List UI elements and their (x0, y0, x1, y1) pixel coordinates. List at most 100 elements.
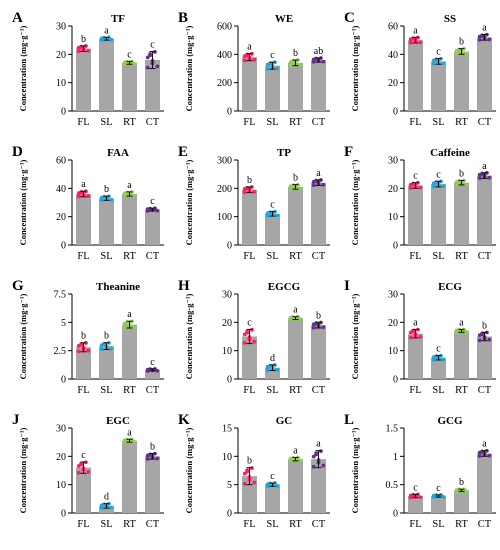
significance-label: b (293, 48, 298, 59)
data-point (431, 62, 436, 66)
data-point (275, 66, 280, 71)
x-tick-label: CT (478, 385, 492, 396)
data-point (431, 357, 436, 362)
x-tick-label: RT (455, 251, 468, 262)
data-point (245, 469, 250, 474)
data-point (321, 325, 326, 330)
data-point (132, 325, 137, 330)
y-tick-label: 0 (227, 241, 232, 252)
significance-label: a (81, 179, 86, 190)
significance-label: a (104, 25, 109, 36)
significance-label: c (436, 47, 441, 58)
y-tick-label: 5 (61, 318, 66, 329)
bar (145, 456, 160, 513)
x-tick-label: RT (289, 251, 302, 262)
significance-label: c (150, 40, 155, 51)
x-tick-label: FL (409, 385, 421, 396)
x-tick-label: CT (478, 519, 492, 530)
y-tick-label: 5 (227, 480, 232, 491)
data-point (487, 37, 492, 42)
y-tick-label: 20 (222, 318, 232, 329)
data-point (441, 357, 446, 362)
data-point (86, 194, 91, 199)
bar (408, 496, 423, 513)
bar (431, 61, 446, 111)
data-point (265, 368, 270, 373)
panel-title: TP (277, 147, 291, 159)
y-tick-label: 0 (393, 107, 398, 118)
data-point (477, 454, 482, 458)
data-point (480, 332, 484, 337)
data-point (275, 484, 280, 488)
x-tick-label: FL (77, 519, 89, 530)
data-point (298, 458, 303, 463)
significance-label: c (81, 450, 86, 461)
significance-label: c (270, 200, 275, 211)
significance-label: ab (314, 46, 323, 57)
y-tick-label: 0.5 (386, 480, 399, 491)
panel-c: C SS Concentration (mg·g⁻¹) 0 20 40 60 a FL c SL b R… (344, 10, 496, 128)
bar (265, 65, 280, 111)
significance-label: c (270, 471, 275, 482)
bar (145, 60, 160, 111)
y-tick-label: 30 (56, 424, 66, 435)
y-tick-label: 10 (56, 480, 66, 491)
x-tick-label: RT (123, 385, 136, 396)
y-axis-label: Concentration (mg·g⁻¹) (184, 294, 194, 380)
panel-title: GC (276, 415, 293, 427)
panel-j: J EGC Concentration (mg·g⁻¹) 0 10 20 30 c FL d SL a… (12, 412, 164, 530)
y-tick-label: 20 (388, 78, 398, 89)
y-tick-label: 2.5 (54, 346, 67, 357)
y-tick-label: 300 (217, 156, 232, 167)
data-point (145, 456, 150, 461)
x-tick-label: CT (146, 251, 160, 262)
data-point (132, 61, 137, 66)
significance-label: a (413, 317, 418, 328)
significance-label: b (81, 34, 86, 45)
data-point (102, 342, 106, 347)
y-tick-label: 100 (217, 212, 232, 223)
x-tick-label: RT (289, 519, 302, 530)
x-tick-label: CT (146, 385, 160, 396)
x-tick-label: RT (455, 385, 468, 396)
bar (99, 38, 114, 111)
data-point (418, 334, 423, 339)
significance-label: b (247, 175, 252, 186)
data-point (155, 208, 160, 213)
significance-label: c (150, 196, 155, 207)
panel-b: B WE Concentration (mg·g⁻¹) 0 200 400 600 a FL c S… (178, 10, 330, 128)
significance-label: b (459, 37, 464, 48)
significance-label: a (316, 168, 321, 179)
bar (288, 186, 303, 245)
panel-h: H EGCG Concentration (mg·g⁻¹) 0 10 20 30 c FL d SL… (178, 278, 330, 396)
data-point (109, 197, 114, 202)
bar (122, 62, 137, 111)
data-point (99, 347, 104, 352)
data-point (418, 495, 423, 500)
data-point (86, 48, 91, 53)
data-point (321, 59, 326, 64)
significance-label: c (247, 317, 252, 328)
significance-label: c (413, 171, 418, 182)
data-point (109, 37, 114, 42)
significance-label: a (482, 439, 487, 450)
y-tick-label: 60 (388, 22, 398, 33)
bar (76, 467, 91, 513)
y-axis-label: Concentration (mg·g⁻¹) (350, 160, 360, 246)
y-axis-label: Concentration (mg·g⁻¹) (350, 294, 360, 380)
panel-letter: H (178, 278, 190, 294)
panel-title: ECG (438, 281, 462, 293)
panel-title: SS (444, 13, 456, 25)
bar (431, 357, 446, 379)
data-point (441, 494, 446, 499)
data-point (86, 470, 91, 474)
data-point (252, 57, 257, 62)
bar (242, 57, 257, 111)
x-tick-label: SL (100, 251, 112, 262)
bar (122, 324, 137, 379)
data-point (487, 337, 492, 342)
data-point (477, 338, 482, 343)
x-tick-label: RT (123, 519, 136, 530)
x-tick-label: FL (243, 385, 255, 396)
data-point (109, 505, 114, 510)
